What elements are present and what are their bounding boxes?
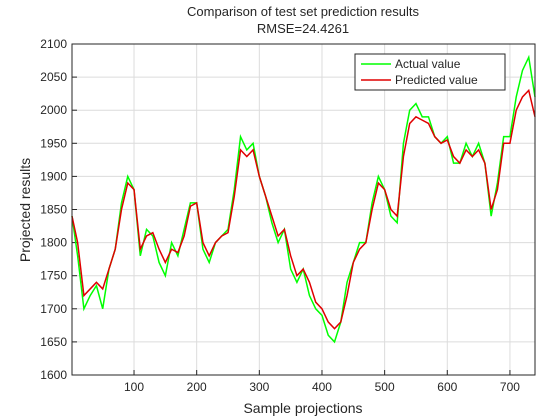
x-tick-label: 300 — [249, 380, 269, 394]
series-line — [71, 88, 536, 330]
y-tick-label: 1800 — [40, 236, 67, 250]
legend-label: Predicted value — [395, 73, 478, 87]
y-axis-label: Projected results — [17, 158, 33, 262]
x-axis-label: Sample projections — [243, 400, 362, 416]
y-tick-label: 1750 — [40, 269, 67, 283]
x-tick-label: 100 — [124, 380, 144, 394]
y-tick-label: 1650 — [40, 335, 67, 349]
x-tick-label: 400 — [312, 380, 332, 394]
legend-label: Actual value — [395, 57, 461, 71]
chart-title: Comparison of test set prediction result… — [187, 4, 419, 19]
y-tick-label: 1900 — [40, 169, 67, 183]
y-tick-label: 1600 — [40, 368, 67, 382]
x-tick-label: 600 — [437, 380, 457, 394]
x-tick-label: 200 — [187, 380, 207, 394]
legend-box — [354, 53, 506, 91]
y-tick-label: 1950 — [40, 136, 67, 150]
y-tick-label: 2050 — [40, 70, 67, 84]
y-tick-label: 1700 — [40, 302, 67, 316]
x-tick-label: 500 — [375, 380, 395, 394]
plot-frame — [71, 43, 536, 376]
y-tick-label: 2000 — [40, 103, 67, 117]
x-tick-label: 700 — [500, 380, 520, 394]
y-tick-label: 1850 — [40, 203, 67, 217]
chart-subtitle: RMSE=24.4261 — [257, 21, 349, 36]
y-tick-label: 2100 — [40, 37, 67, 51]
